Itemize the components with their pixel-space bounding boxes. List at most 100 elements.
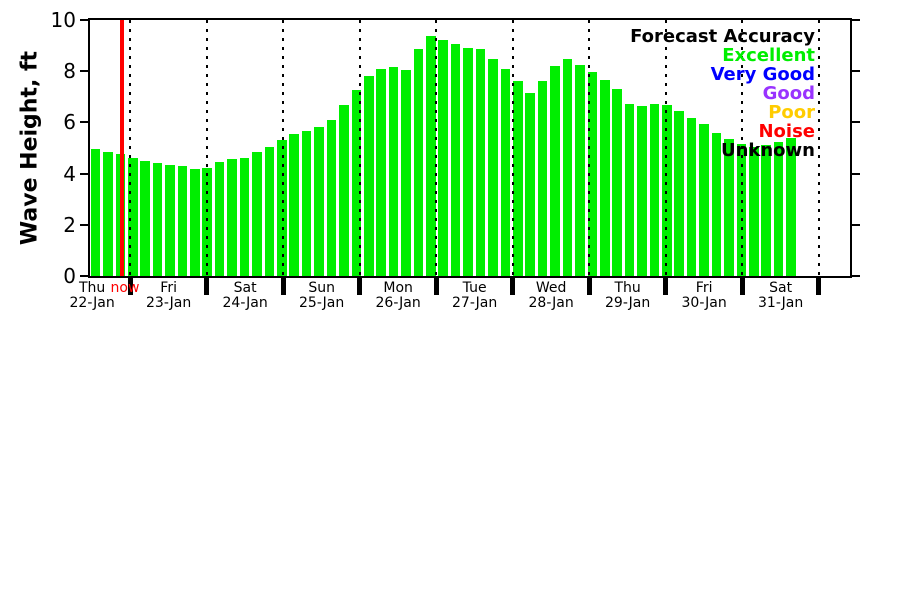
y-axis-tick xyxy=(852,70,860,73)
y-axis-tick-label: 8 xyxy=(63,59,76,84)
wave-bar xyxy=(214,162,225,276)
day-date-label: 24-Jan xyxy=(222,295,268,311)
x-axis-day-label: Sat 31-Jan xyxy=(741,281,821,311)
y-axis-tick xyxy=(852,275,860,277)
day-boundary-gridline xyxy=(282,20,285,276)
y-axis-tick-label: 6 xyxy=(63,110,76,135)
legend-title: Forecast Accuracy xyxy=(630,26,815,47)
wave-bar xyxy=(438,39,449,276)
wave-bar xyxy=(376,68,386,276)
day-boundary-gridline xyxy=(205,20,208,276)
wave-bar xyxy=(140,161,150,276)
wave-bar xyxy=(413,49,424,276)
day-date-label: 29-Jan xyxy=(605,295,651,311)
wave-bar xyxy=(587,71,598,276)
wave-bar xyxy=(761,145,771,276)
wave-bar xyxy=(339,105,349,276)
wave-bar xyxy=(252,152,262,276)
day-name-label: Mon xyxy=(383,280,413,296)
wave-bar xyxy=(724,139,734,276)
wave-bar xyxy=(239,157,250,276)
y-axis-tick xyxy=(80,223,88,226)
wave-bar xyxy=(314,126,324,276)
day-date-label: 31-Jan xyxy=(758,295,804,311)
legend-entry-noise: Noise xyxy=(758,121,815,142)
now-line xyxy=(119,20,124,276)
day-name-label: Fri xyxy=(160,280,177,296)
day-boundary-gridline xyxy=(358,20,361,276)
day-name-label: Sat xyxy=(769,280,793,296)
day-date-label: 28-Jan xyxy=(528,295,574,311)
y-axis-title: Wave Height, ft xyxy=(17,50,43,246)
y-axis-tick-label: 0 xyxy=(63,264,76,288)
legend-entries: Excellent Very Good Good Poor Noise Unknown xyxy=(630,45,815,160)
x-axis-day-label: Sat 24-Jan xyxy=(205,281,285,311)
x-axis-day-label: Sun 25-Jan xyxy=(282,281,362,311)
wave-bar xyxy=(512,81,523,276)
now-label: now xyxy=(110,280,140,296)
x-axis-day-label: Fri 30-Jan xyxy=(664,281,744,311)
day-boundary-gridline xyxy=(741,20,744,276)
day-boundary-tick xyxy=(204,278,210,295)
wave-bar xyxy=(550,65,560,276)
wave-bar xyxy=(488,58,498,276)
x-axis-day-label: Thu 29-Jan xyxy=(588,281,668,311)
y-axis-tick xyxy=(80,121,88,124)
y-axis-tick-label: 2 xyxy=(63,212,76,237)
day-boundary-gridline xyxy=(129,20,132,276)
y-axis-tick-label: 4 xyxy=(63,161,76,186)
day-boundary-gridline xyxy=(817,20,820,276)
wave-bar xyxy=(612,89,622,276)
wave-bar xyxy=(575,64,585,276)
wave-bar xyxy=(227,159,237,276)
y-axis-tick xyxy=(852,19,860,21)
wave-bar xyxy=(90,149,101,276)
plot-area xyxy=(88,18,852,278)
day-name-label: Tue xyxy=(462,280,487,296)
wave-bar xyxy=(264,146,275,276)
day-date-label: 26-Jan xyxy=(375,295,421,311)
x-axis-day-label: Thu 22-Jan xyxy=(52,281,132,311)
wave-bar xyxy=(289,134,299,276)
wave-bar xyxy=(165,164,175,276)
legend-entry-unknown: Unknown xyxy=(720,140,815,161)
day-boundary-tick xyxy=(280,278,286,295)
day-name-label: Thu xyxy=(78,280,106,296)
wave-bar xyxy=(401,69,411,276)
day-boundary-gridline xyxy=(664,20,667,276)
day-boundary-tick xyxy=(739,278,745,295)
plot-inner xyxy=(90,20,850,276)
y-axis-tick xyxy=(80,70,88,73)
day-boundary-tick xyxy=(357,278,363,295)
wave-bar xyxy=(388,66,399,276)
day-name-label: Sat xyxy=(233,280,257,296)
wave-bar xyxy=(711,133,722,276)
wave-bar xyxy=(450,44,461,276)
forecast-accuracy-legend: Forecast Accuracy Excellent Very Good Good… xyxy=(630,26,815,160)
wave-bar xyxy=(500,68,511,276)
legend-entry-excellent: Excellent xyxy=(722,45,815,66)
day-date-label: 23-Jan xyxy=(146,295,192,311)
legend-entry-poor: Poor xyxy=(768,102,815,123)
x-axis-day-label: Mon 26-Jan xyxy=(358,281,438,311)
day-boundary-tick xyxy=(816,278,822,295)
wave-bar xyxy=(177,166,188,276)
legend-entry-very-good: Very Good xyxy=(710,64,815,85)
wave-bar xyxy=(525,92,535,276)
wave-bar xyxy=(363,76,374,276)
wave-bar xyxy=(127,158,138,276)
y-axis-tick xyxy=(852,121,860,124)
day-date-label: 25-Jan xyxy=(299,295,345,311)
wave-bar xyxy=(537,81,548,276)
wave-bar xyxy=(649,103,660,276)
wave-bar xyxy=(301,130,312,276)
wave-bar xyxy=(686,118,697,276)
wave-bar xyxy=(277,140,287,276)
wave-bar xyxy=(103,151,113,276)
wave-bar xyxy=(326,119,337,276)
legend-entry-good: Good xyxy=(762,83,815,104)
day-date-label: 22-Jan xyxy=(69,295,115,311)
wave-bar xyxy=(463,47,473,276)
wave-bar xyxy=(637,105,647,276)
